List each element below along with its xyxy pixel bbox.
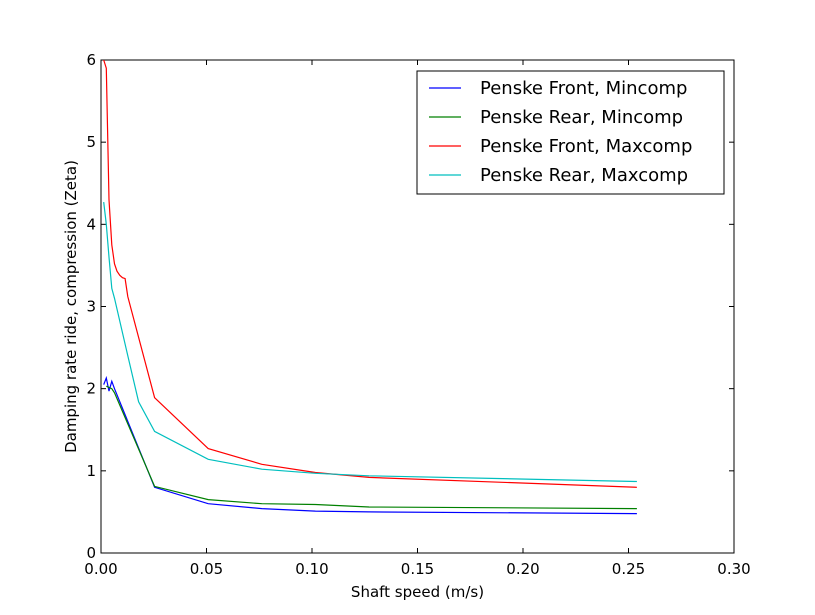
x-tick-label: 0.30: [717, 560, 750, 578]
y-tick-label: 0: [86, 544, 96, 562]
y-tick-label: 4: [86, 215, 96, 233]
x-axis-label: Shaft speed (m/s): [351, 583, 484, 601]
x-axis-ticks: 0.00 0.05 0.10 0.15 0.20 0.25 0.30: [84, 60, 751, 578]
y-tick-label: 5: [86, 133, 96, 151]
y-tick-label: 2: [86, 380, 96, 398]
y-axis-ticks: 0 1 2 3 4 5 6: [86, 51, 734, 562]
series-line-2: [106, 385, 637, 510]
series-lines: [103, 60, 637, 515]
y-tick-label: 1: [86, 462, 96, 480]
series-line-4: [103, 202, 637, 483]
legend-label: Penske Rear, Mincomp: [480, 107, 683, 128]
y-tick-label: 3: [86, 298, 96, 316]
x-tick-label: 0.00: [84, 560, 117, 578]
x-tick-label: 0.10: [295, 560, 328, 578]
y-tick-label: 6: [86, 51, 96, 69]
y-axis-label: Damping rate ride, compression (Zeta): [62, 160, 80, 453]
x-tick-label: 0.15: [401, 560, 434, 578]
legend-box: [416, 70, 725, 195]
x-tick-label: 0.05: [190, 560, 223, 578]
x-tick-label: 0.20: [506, 560, 539, 578]
x-tick-label: 0.25: [612, 560, 645, 578]
legend-label: Penske Front, Mincomp: [480, 78, 687, 99]
legend-label: Penske Front, Maxcomp: [480, 136, 692, 157]
series-line-3: [103, 60, 637, 488]
legend-label: Penske Rear, Maxcomp: [480, 165, 688, 186]
legend: Penske Front, Mincomp Penske Rear, Mincom…: [416, 70, 725, 195]
